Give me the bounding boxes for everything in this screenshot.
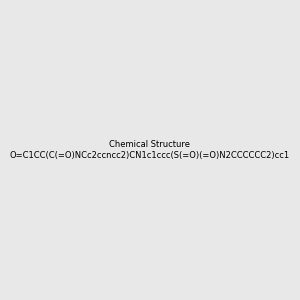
Text: Chemical Structure
O=C1CC(C(=O)NCc2ccncc2)CN1c1ccc(S(=O)(=O)N2CCCCCC2)cc1: Chemical Structure O=C1CC(C(=O)NCc2ccncc…	[10, 140, 290, 160]
